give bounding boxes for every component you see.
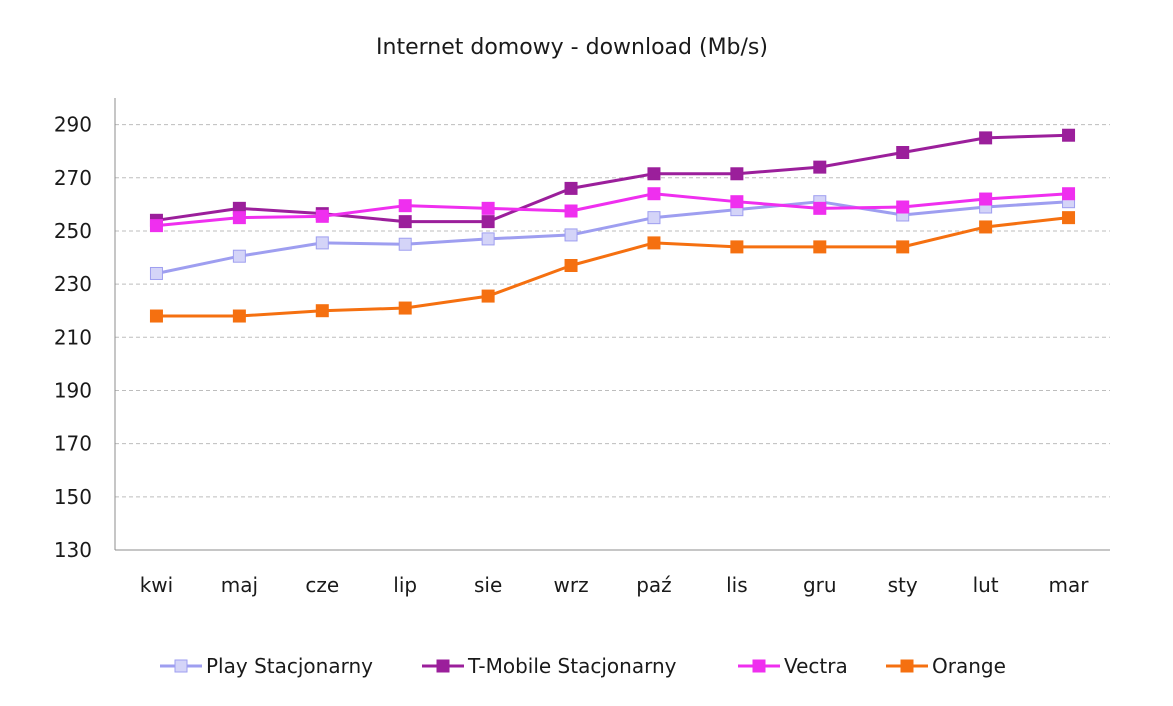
data-point [315,304,329,318]
legend-item: Vectra [738,654,848,678]
axes [114,98,1110,551]
data-point [1062,211,1076,225]
x-tick-label: mar [1049,573,1090,597]
data-point [647,187,661,201]
data-point [896,146,910,160]
data-point [813,160,827,174]
data-point [149,266,163,280]
x-tick-label: sty [888,573,918,597]
legend-label: Play Stacjonarny [206,654,373,678]
data-point [896,200,910,214]
x-tick-label: cze [305,573,339,597]
y-tick-label: 230 [54,272,92,296]
data-point [398,237,412,251]
data-point [896,240,910,254]
series-line [156,200,1069,275]
legend-item: Orange [886,654,1006,678]
data-point [647,236,661,250]
series-line [156,216,1069,318]
data-point [979,220,993,234]
data-point [1062,128,1076,142]
data-point [232,249,246,263]
x-tick-label: gru [803,573,837,597]
legend-label: Orange [932,654,1006,678]
data-point [730,167,744,181]
data-point [564,228,578,242]
data-point [647,167,661,181]
data-point [564,204,578,218]
x-tick-label: lis [726,573,748,597]
data-point [564,259,578,273]
legend-marker [752,659,766,673]
y-tick-label: 150 [54,485,92,509]
legend-label: Vectra [784,654,848,678]
data-point [979,131,993,145]
data-point [813,201,827,215]
data-point [232,309,246,323]
x-tick-label: lut [973,573,999,597]
data-point [481,289,495,303]
x-tick-labels: kwi maj cze lip sie wrz paź lis gru sty lut mar [140,573,1090,597]
y-tick-label: 250 [54,219,92,243]
legend: Play Stacjonarny T-Mobile Stacjonarny Vect… [160,654,1006,678]
data-point [398,215,412,229]
legend-marker [436,659,450,673]
data-point [481,232,495,246]
data-point [398,199,412,213]
series-3 [149,211,1076,323]
y-tick-label: 210 [54,325,92,349]
data-point [730,195,744,209]
x-tick-label: wrz [554,573,589,597]
data-point [979,192,993,206]
x-tick-label: lip [393,573,417,597]
y-tick-label: 270 [54,166,92,190]
y-tick-label: 290 [54,113,92,137]
data-point [315,209,329,223]
series [149,128,1076,323]
legend-marker [174,659,188,673]
legend-marker [900,659,914,673]
legend-item: Play Stacjonarny [160,654,373,678]
series-line [156,192,1069,228]
gridlines [115,124,1110,498]
data-point [730,240,744,254]
data-point [1062,187,1076,201]
data-point [564,181,578,195]
data-point [232,211,246,225]
data-point [647,211,661,225]
y-tick-label: 170 [54,432,92,456]
data-point [481,201,495,215]
data-point [315,236,329,250]
data-point [149,219,163,233]
data-point [149,309,163,323]
y-tick-label: 130 [54,538,92,562]
legend-item: T-Mobile Stacjonarny [422,654,677,678]
x-tick-label: sie [474,573,502,597]
data-point [813,240,827,254]
series-line [156,133,1069,224]
data-point [481,215,495,229]
series-2 [149,187,1076,233]
x-tick-label: kwi [140,573,174,597]
chart-title: Internet domowy - download (Mb/s) [376,35,768,60]
data-point [398,301,412,315]
x-tick-label: paź [636,573,671,597]
y-tick-labels: 130 150 170 190 210 230 250 270 290 [54,113,92,562]
x-tick-label: maj [221,573,258,597]
y-tick-label: 190 [54,378,92,402]
legend-label: T-Mobile Stacjonarny [467,654,677,678]
